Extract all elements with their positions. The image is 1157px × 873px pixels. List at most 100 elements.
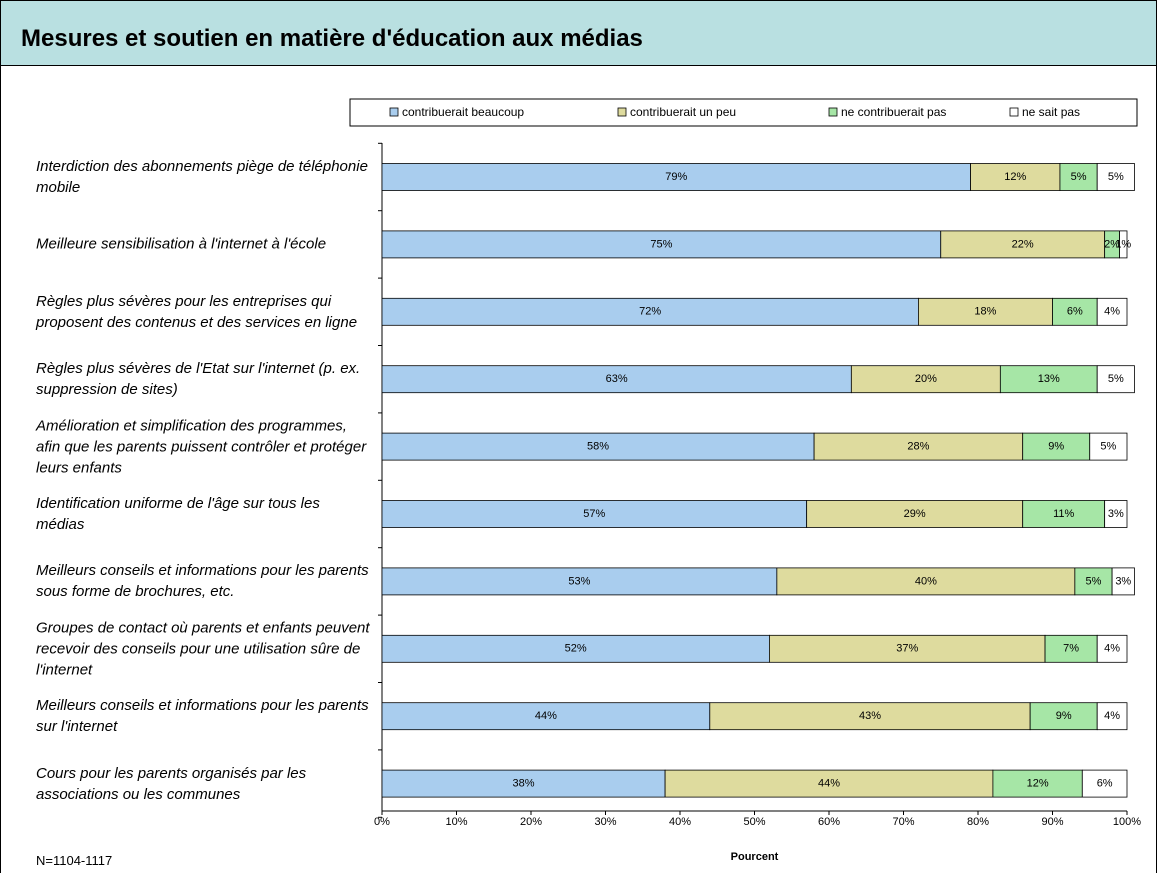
bar-segment <box>1119 230 1128 259</box>
value-label: 4% <box>1104 643 1120 655</box>
value-label: 9% <box>1056 710 1072 722</box>
x-tick-label: 40% <box>669 816 691 828</box>
bar-segment <box>1044 634 1098 663</box>
x-tick-label: 10% <box>445 816 467 828</box>
value-label: 6% <box>1097 778 1113 790</box>
bar-segment <box>1104 500 1128 528</box>
x-tick-label: 0% <box>374 816 390 828</box>
value-label: 38% <box>513 778 535 790</box>
value-label: 53% <box>568 575 590 587</box>
bar-segment <box>381 567 778 596</box>
bar-segment <box>1096 297 1128 326</box>
x-tick-label: 90% <box>1041 816 1063 828</box>
value-label: 18% <box>974 306 996 318</box>
x-axis-label: Pourcent <box>731 851 779 863</box>
x-tick-label: 30% <box>594 816 616 828</box>
bar-segment <box>850 365 1001 394</box>
value-label: 20% <box>915 373 937 385</box>
value-label: 3% <box>1115 575 1131 587</box>
bar-segment <box>381 365 852 394</box>
value-label: 52% <box>565 643 587 655</box>
bar-segment <box>970 163 1061 191</box>
bar-segment <box>709 702 1031 731</box>
value-label: 7% <box>1063 643 1079 655</box>
value-label: 63% <box>606 373 628 385</box>
value-label: 5% <box>1071 171 1087 183</box>
bar-segment <box>992 769 1083 798</box>
legend-box <box>349 98 1138 127</box>
bar-segment <box>918 297 1053 326</box>
bar-segment <box>664 769 994 798</box>
value-label: 5% <box>1100 441 1116 453</box>
bar-segment <box>1052 297 1098 326</box>
value-label: 43% <box>859 710 881 722</box>
value-label: 4% <box>1104 306 1120 318</box>
value-label: 29% <box>904 508 926 520</box>
bar-segment <box>381 163 971 191</box>
legend-label: ne sait pas <box>1022 105 1080 119</box>
bar-segment <box>1089 432 1128 461</box>
x-tick-label: 100% <box>1113 816 1141 828</box>
legend-swatch <box>617 107 627 117</box>
bar-segment <box>813 432 1024 461</box>
value-label: 12% <box>1004 171 1026 183</box>
value-label: 13% <box>1038 373 1060 385</box>
category-label: Amélioration et simplification des progr… <box>36 417 367 477</box>
value-label: 57% <box>583 508 605 520</box>
bar-segment <box>1096 634 1128 663</box>
value-label: 44% <box>535 710 557 722</box>
value-label: 9% <box>1048 441 1064 453</box>
bar-segment <box>381 634 770 663</box>
value-label: 79% <box>665 171 687 183</box>
legend-swatch <box>828 107 838 117</box>
legend-swatch <box>1009 107 1019 117</box>
bar-segment <box>940 230 1106 259</box>
x-tick-label: 50% <box>743 816 765 828</box>
value-label: 75% <box>650 238 672 250</box>
legend-swatch <box>389 107 399 117</box>
category-label: Groupes de contact où parents et enfants… <box>36 619 370 679</box>
x-tick-label: 20% <box>520 816 542 828</box>
x-tick-label: 70% <box>892 816 914 828</box>
value-label: 5% <box>1108 171 1124 183</box>
value-label: 5% <box>1108 373 1124 385</box>
value-label: 2% <box>1104 238 1120 250</box>
category-label: Identification uniforme de l'âge sur tou… <box>36 495 320 533</box>
x-tick-label: 60% <box>818 816 840 828</box>
legend-label: contribuerait beaucoup <box>402 105 524 119</box>
bar-segment <box>381 432 815 461</box>
bar-segment <box>1081 769 1128 798</box>
legend-label: contribuerait un peu <box>630 105 736 119</box>
value-label: 58% <box>587 441 609 453</box>
value-label: 12% <box>1027 778 1049 790</box>
bar-segment <box>381 297 919 326</box>
bar-segment <box>1029 702 1098 731</box>
value-label: 37% <box>896 643 918 655</box>
category-label: Meilleurs conseils et informations pour … <box>36 562 369 601</box>
value-label: 22% <box>1012 238 1034 250</box>
chart-title: Mesures et soutien en matière d'éducatio… <box>21 25 643 52</box>
category-label: Règles plus sévères de l'Etat sur l'inte… <box>36 360 361 399</box>
value-label: 5% <box>1086 575 1102 587</box>
bar-segment <box>1096 702 1128 731</box>
category-label: Meilleurs conseils et informations pour … <box>36 697 369 736</box>
bar-segment <box>806 500 1024 528</box>
title-band <box>1 1 1156 66</box>
value-label: 6% <box>1067 306 1083 318</box>
value-label: 3% <box>1108 508 1124 520</box>
category-label: Interdiction des abonnements piège de té… <box>36 158 368 196</box>
value-label: 1% <box>1115 238 1131 250</box>
bar-segment <box>1096 163 1135 191</box>
bar-segment <box>769 634 1046 663</box>
bar-segment <box>1096 365 1135 394</box>
legend-label: ne contribuerait pas <box>841 105 946 119</box>
value-label: 40% <box>915 575 937 587</box>
category-label: Meilleure sensibilisation à l'internet à… <box>36 235 327 253</box>
bar-segment <box>1074 567 1113 596</box>
value-label: 44% <box>818 778 840 790</box>
value-label: 72% <box>639 306 661 318</box>
note: N=1104-1117 <box>36 853 113 868</box>
bar-segment <box>999 365 1098 394</box>
